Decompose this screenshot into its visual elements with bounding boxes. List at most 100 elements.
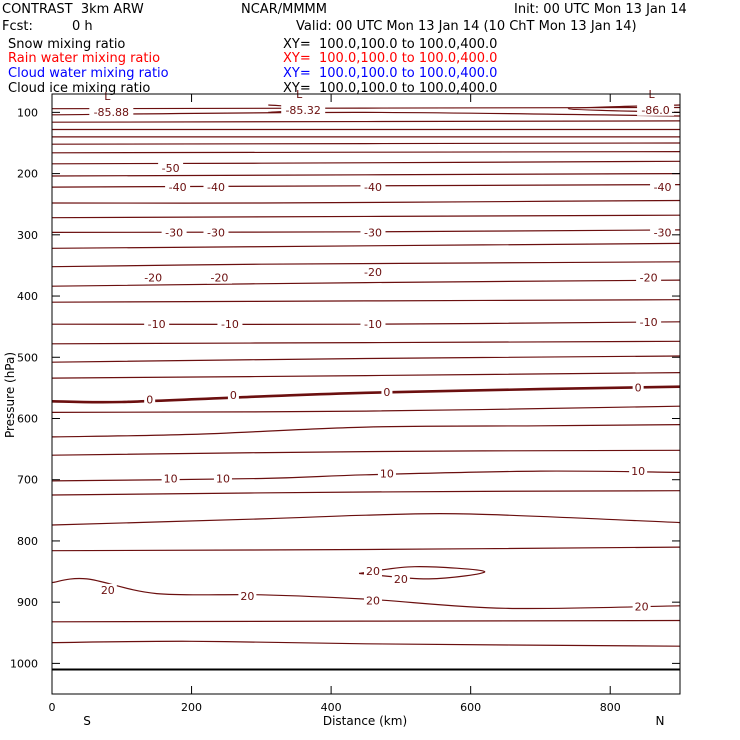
y-axis-title: Pressure (hPa) (3, 352, 17, 438)
x-tick-label-600: 600 (460, 701, 481, 714)
legend-cloudwater-label: Cloud water mixing ratio (8, 66, 169, 81)
forecast-value: 0 h (72, 19, 93, 34)
contour-label-bg-13 (144, 318, 170, 331)
contour-label-bg-21 (161, 472, 180, 485)
isotherm-8 (51, 173, 681, 177)
contour-label-bg-4 (650, 181, 676, 194)
contour-label-18: 0 (230, 389, 237, 402)
isotherm-16 (51, 299, 681, 303)
legend-cloudice-label: Cloud ice mixing ratio (8, 81, 151, 96)
y-tick-label-1000: 1000 (10, 657, 38, 670)
isotherm-2 (51, 120, 681, 123)
contour-label-8: -30 (654, 226, 672, 239)
isotherm-30 (51, 619, 681, 623)
contour-label-bg-28 (363, 564, 382, 577)
y-tick-label-900: 900 (17, 596, 38, 609)
contour-label-bg-3 (360, 181, 386, 194)
contour-label-bg-12 (636, 271, 662, 284)
contour-label-26: 20 (240, 590, 254, 603)
org-label: NCAR/MMMM (241, 2, 327, 17)
contour-label-0: -50 (162, 162, 180, 175)
contour-label-5: -30 (165, 226, 183, 239)
isotherm-13 (51, 242, 681, 249)
contour-label-21: 10 (164, 472, 178, 485)
legend-rain-label: Rain water mixing ratio (8, 51, 161, 66)
x-tick-label-200: 200 (181, 701, 202, 714)
y-tick-label-400: 400 (17, 290, 38, 303)
contour-label-bg-10 (206, 271, 232, 284)
isotherm-29 (51, 577, 681, 610)
contour-label-22: 10 (216, 472, 230, 485)
isotherm-19 (51, 355, 681, 363)
contour-label-bg-20 (632, 381, 644, 394)
y-tick-label-800: 800 (17, 535, 38, 548)
low-value-bg-0 (89, 106, 134, 119)
contour-label-bg-23 (377, 467, 396, 480)
contour-label-12: -20 (640, 272, 658, 285)
contour-label-17: 0 (146, 394, 153, 407)
isotherm-31 (51, 640, 681, 647)
contour-label-19: 0 (383, 386, 390, 399)
contour-label-bg-19 (381, 386, 393, 399)
plot-frame (51, 93, 681, 695)
contour-label-bg-24 (629, 465, 648, 478)
contour-label-9: -20 (144, 272, 162, 285)
south-end-label: S (83, 714, 91, 728)
isotherm-7 (51, 160, 681, 165)
isotherm-11 (51, 214, 681, 219)
contour-label-23: 10 (380, 468, 394, 481)
contour-label-bg-11 (360, 266, 386, 279)
contour-label-bg-26 (238, 590, 257, 603)
contour-label-bg-7 (360, 226, 386, 239)
contour-label-29: 20 (394, 573, 408, 586)
contour-label-7: -30 (364, 226, 382, 239)
valid-time: Valid: 00 UTC Mon 13 Jan 14 (10 ChT Mon … (296, 19, 637, 34)
isotherm-28 (51, 546, 681, 552)
legend-cloudwater-xy: XY= 100.0,100.0 to 100.0,400.0 (283, 66, 498, 81)
contour-label-10: -20 (210, 272, 228, 285)
contour-label-25: 20 (101, 584, 115, 597)
isotherm-zero (51, 385, 681, 404)
isotherm-15 (51, 279, 681, 287)
contour-label-bg-17 (144, 393, 156, 406)
legend-snow-label: Snow mixing ratio (8, 37, 126, 52)
legend-snow-xy: XY= 100.0,100.0 to 100.0,400.0 (283, 37, 498, 52)
contour-label-13: -10 (148, 318, 166, 331)
contour-label-3: -40 (364, 181, 382, 194)
contour-label-1: -40 (169, 181, 187, 194)
contour-label-bg-22 (213, 472, 232, 485)
contour-label-bg-29 (391, 572, 410, 585)
contour-label-bg-0 (158, 162, 184, 175)
contour-label-6: -30 (207, 226, 225, 239)
y-tick-label-100: 100 (17, 106, 38, 119)
y-tick-label-700: 700 (17, 474, 38, 487)
contour-label-16: -10 (640, 316, 658, 329)
legend-cloudice-xy: XY= 100.0,100.0 to 100.0,400.0 (283, 81, 498, 96)
contour-label-bg-14 (217, 318, 243, 331)
forecast-label: Fcst: (2, 19, 33, 34)
contour-label-27: 20 (366, 594, 380, 607)
isotherm-5 (51, 142, 681, 145)
contour-label-bg-16 (636, 315, 662, 328)
model-title: CONTRAST 3km ARW (2, 2, 144, 17)
contour-label-bg-9 (140, 271, 166, 284)
isotherm-10 (51, 199, 681, 204)
contour-label-bg-6 (203, 226, 229, 239)
contour-label-bg-27 (363, 594, 382, 607)
contour-label-4: -40 (654, 181, 672, 194)
contour-label-bg-1 (165, 181, 191, 194)
contour-label-bg-8 (650, 226, 676, 239)
contour-label-bg-25 (98, 583, 117, 596)
y-tick-label-300: 300 (17, 229, 38, 242)
contour-label-bg-5 (161, 226, 187, 239)
y-tick-label-600: 600 (17, 412, 38, 425)
isotherm-27 (51, 512, 681, 526)
low-value-1: -85.32 (285, 104, 320, 117)
isotherm-23 (51, 424, 681, 438)
contour-label-20: 0 (635, 381, 642, 394)
contour-label-2: -40 (207, 181, 225, 194)
isotherm-20 (51, 372, 681, 379)
contour-label-bg-2 (203, 181, 229, 194)
low-marker-0: L (104, 90, 111, 103)
